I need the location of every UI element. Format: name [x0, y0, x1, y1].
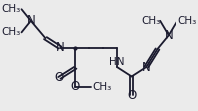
Text: N: N — [164, 29, 173, 42]
Text: O: O — [55, 71, 64, 84]
Text: O: O — [127, 89, 136, 102]
Text: CH₃: CH₃ — [2, 4, 21, 14]
Text: CH₃: CH₃ — [92, 82, 111, 92]
Text: CH₃: CH₃ — [2, 27, 21, 37]
Text: N: N — [27, 14, 35, 27]
Text: HN: HN — [109, 57, 125, 67]
Text: CH₃: CH₃ — [141, 16, 160, 26]
Text: N: N — [56, 41, 64, 54]
Text: CH₃: CH₃ — [177, 16, 197, 26]
Text: N: N — [142, 61, 151, 74]
Text: O: O — [71, 80, 80, 93]
